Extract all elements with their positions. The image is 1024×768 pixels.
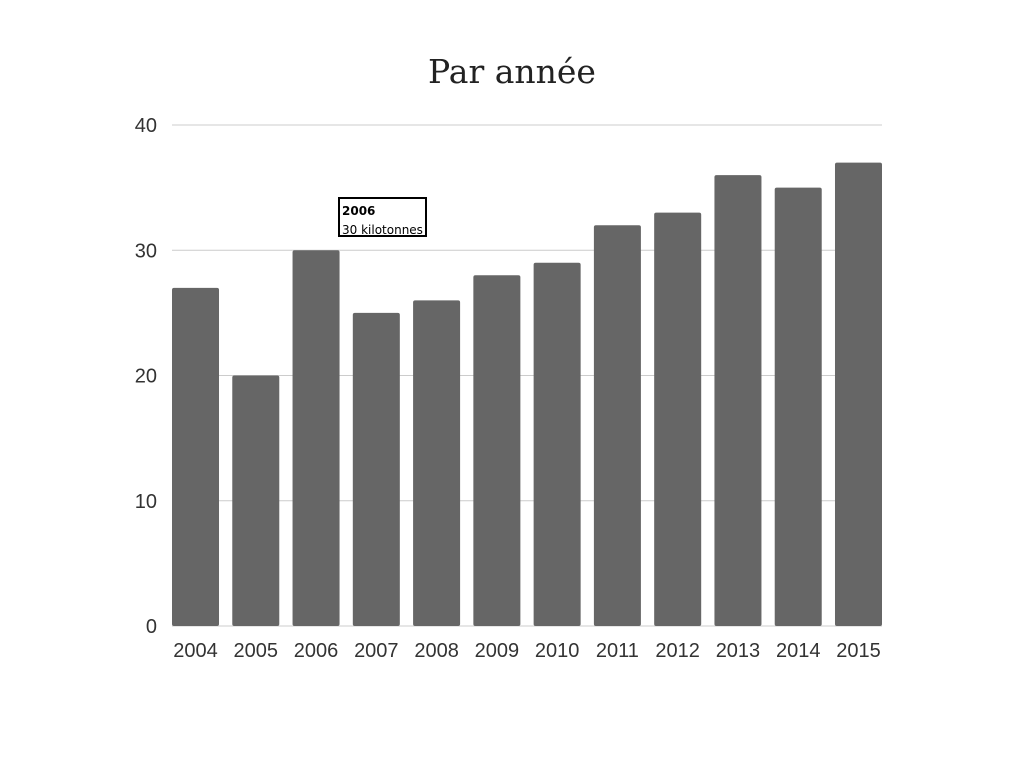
x-tick-label: 2013 [716, 640, 761, 662]
y-tick-label: 0 [146, 616, 157, 638]
x-tick-label: 2004 [173, 640, 218, 662]
bar-2005[interactable] [232, 375, 280, 627]
bar-2006[interactable] [292, 250, 340, 626]
x-tick-label: 2009 [475, 640, 520, 662]
y-tick-label: 20 [135, 366, 157, 388]
x-tick-label: 2010 [535, 640, 580, 662]
x-tick-label: 2011 [596, 640, 639, 662]
bar-2004[interactable] [172, 287, 220, 626]
x-tick-label: 2005 [234, 640, 279, 662]
tooltip-value: 30 kilotonnes [342, 223, 423, 237]
y-tick-label: 40 [135, 115, 157, 137]
x-tick-label: 2007 [354, 640, 399, 662]
x-tick-label: 2015 [836, 640, 881, 662]
x-tick-label: 2014 [776, 640, 821, 662]
bar-tooltip: 2006 30 kilotonnes [338, 197, 427, 237]
y-axis-ticks: 0 10 20 30 40 [135, 115, 157, 638]
x-tick-label: 2008 [414, 640, 459, 662]
y-tick-label: 10 [135, 491, 157, 513]
bar-2014[interactable] [774, 187, 822, 626]
bar-2015[interactable] [834, 162, 882, 626]
chart-title: Par année [428, 52, 596, 91]
bar-2010[interactable] [533, 262, 581, 626]
bar-2007[interactable] [352, 312, 400, 626]
bar-2009[interactable] [473, 275, 521, 626]
x-axis-ticks: 2004 2005 2006 2007 2008 2009 2010 2011 2012 2013… [173, 640, 880, 662]
gridlines [172, 124, 882, 627]
tooltip-title: 2006 [342, 204, 376, 218]
y-tick-label: 30 [135, 240, 157, 262]
bar-2013[interactable] [714, 175, 762, 626]
bar-2008[interactable] [413, 300, 461, 626]
x-tick-label: 2012 [655, 640, 700, 662]
bar-2012[interactable] [654, 212, 702, 627]
bar-2011[interactable] [593, 225, 641, 626]
x-tick-label: 2006 [294, 640, 339, 662]
bars [172, 162, 882, 627]
